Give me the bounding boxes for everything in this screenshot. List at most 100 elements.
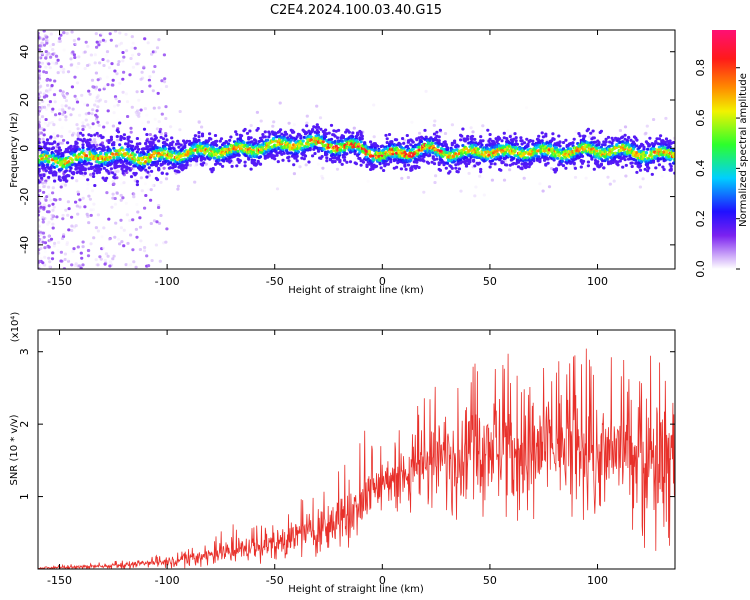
heatmap-cell	[157, 168, 161, 172]
heatmap-cell	[377, 149, 381, 152]
heatmap-cell	[659, 134, 663, 138]
heatmap-cell	[389, 158, 393, 161]
heatmap-cell	[197, 138, 201, 142]
heatmap-cell	[473, 137, 477, 141]
heatmap-cell	[153, 65, 157, 68]
heatmap-cell	[96, 263, 100, 267]
heatmap-cell	[573, 175, 578, 179]
heatmap-cell	[337, 128, 341, 132]
heatmap-cell	[199, 149, 203, 153]
heatmap-cell	[44, 154, 48, 158]
heatmap-cell	[669, 168, 673, 172]
heatmap-cell	[111, 33, 115, 37]
heatmap-cell	[128, 168, 132, 172]
heatmap-cell	[638, 168, 643, 172]
heatmap-cell	[144, 141, 148, 145]
heatmap-cell	[668, 145, 672, 149]
heatmap-cell	[151, 70, 156, 74]
heatmap-cell	[115, 135, 119, 138]
heatmap-cell	[268, 154, 272, 158]
heatmap-cell	[272, 120, 276, 124]
heatmap-cell	[459, 138, 463, 142]
heatmap-cell	[417, 143, 421, 147]
heatmap-cell	[634, 153, 638, 157]
heatmap-cell	[54, 113, 58, 117]
heatmap-cell	[525, 162, 529, 166]
heatmap-cell	[424, 135, 428, 139]
heatmap-cell	[110, 62, 114, 66]
heatmap-cell	[111, 124, 115, 128]
heatmap-cell	[40, 61, 45, 65]
heatmap-cell	[242, 141, 246, 145]
heatmap-cell	[128, 73, 132, 77]
heatmap-cell	[597, 146, 601, 150]
heatmap-cell	[43, 255, 47, 259]
heatmap-cell	[38, 84, 43, 88]
heatmap-cell	[177, 170, 181, 174]
heatmap-cell	[662, 168, 666, 171]
heatmap-cell	[369, 154, 373, 158]
heatmap-cell	[149, 188, 153, 192]
heatmap-cell	[624, 174, 628, 178]
heatmap-cell	[136, 109, 140, 113]
heatmap-cell	[467, 141, 471, 145]
heatmap-cell	[105, 50, 110, 54]
heatmap-cell	[361, 160, 366, 164]
heatmap-cell	[669, 164, 673, 168]
heatmap-cell	[373, 148, 377, 152]
heatmap-cell	[532, 157, 536, 161]
heatmap-cell	[58, 148, 63, 152]
heatmap-cell	[149, 229, 153, 233]
heatmap-cell	[53, 241, 57, 245]
heatmap-cell	[88, 125, 92, 129]
heatmap-cell	[360, 134, 364, 138]
heatmap-cell	[632, 145, 637, 149]
heatmap-cell	[65, 93, 69, 97]
heatmap-cell	[51, 162, 55, 166]
heatmap-cell	[247, 136, 251, 139]
heatmap-cell	[195, 159, 199, 163]
heatmap-cell	[41, 52, 45, 55]
heatmap-cell	[164, 160, 168, 163]
heatmap-cell	[63, 252, 67, 256]
heatmap-cell	[60, 182, 64, 186]
heatmap-cell	[263, 135, 267, 139]
heatmap-cell	[59, 185, 63, 189]
heatmap-cell	[94, 85, 98, 89]
heatmap-cell	[319, 127, 323, 131]
heatmap-cell	[41, 216, 45, 219]
heatmap-cell	[135, 183, 139, 187]
heatmap-cell	[328, 158, 332, 162]
heatmap-cell	[88, 138, 92, 142]
heatmap-cell	[512, 161, 516, 165]
heatmap-cell	[60, 126, 64, 130]
heatmap-cell	[62, 48, 66, 52]
heatmap-cell	[292, 130, 296, 134]
heatmap-cell	[143, 37, 147, 41]
heatmap-cell	[38, 74, 41, 78]
heatmap-cell	[56, 249, 60, 252]
heatmap-cell	[405, 145, 409, 148]
heatmap-cell	[592, 136, 596, 140]
heatmap-cell	[146, 120, 150, 124]
heatmap-cell	[148, 133, 152, 136]
heatmap-cell	[106, 254, 110, 258]
heatmap-cell	[72, 39, 76, 42]
heatmap-cell	[87, 221, 91, 225]
heatmap-cell	[92, 165, 96, 169]
heatmap-cell	[76, 166, 80, 170]
heatmap-cell	[55, 164, 59, 168]
heatmap-cell	[61, 70, 65, 74]
heatmap-cell	[47, 160, 51, 164]
heatmap-cell	[560, 159, 564, 163]
heatmap-cell	[112, 254, 116, 258]
heatmap-cell	[474, 185, 478, 189]
heatmap-cell	[629, 138, 633, 142]
heatmap-cell	[47, 245, 51, 249]
heatmap-cell	[621, 135, 625, 139]
heatmap-cell	[89, 134, 93, 138]
heatmap-cell	[125, 165, 129, 169]
heatmap-cell	[114, 221, 118, 225]
heatmap-cell	[78, 113, 82, 117]
heatmap-cell	[57, 175, 61, 179]
